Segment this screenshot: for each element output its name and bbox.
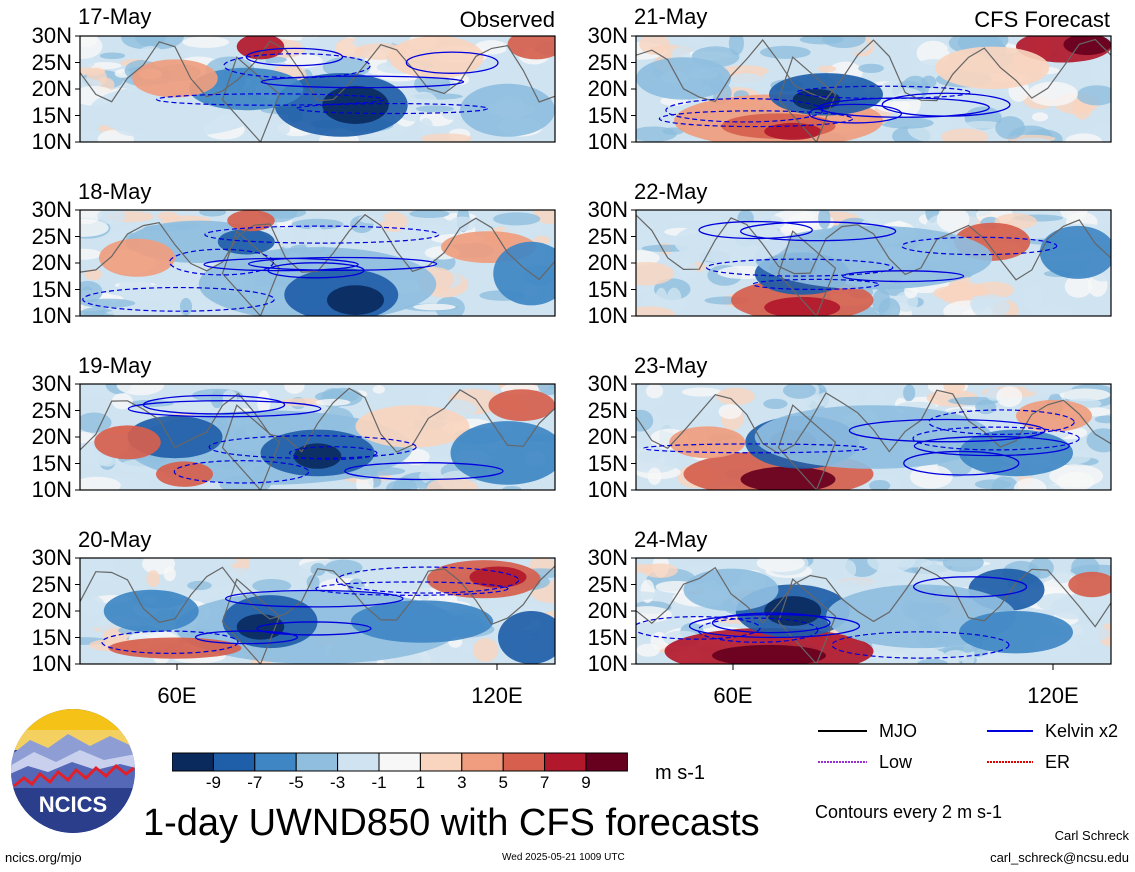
colorbar-tick-label: 7: [539, 773, 550, 792]
legend-label-mjo: MJO: [879, 721, 917, 741]
lat-label: 15N: [31, 624, 72, 650]
lat-label: 25N: [587, 49, 628, 75]
lat-label: 25N: [587, 397, 628, 423]
lat-label: 10N: [587, 129, 628, 154]
lat-label: 15N: [31, 450, 72, 476]
colorbar-tick-label: 1: [415, 773, 426, 792]
figure-title: 1-day UWND850 with CFS forecasts: [143, 802, 760, 844]
lat-label: 30N: [587, 371, 628, 396]
colorbar-swatch: [544, 752, 587, 772]
panel-date: 22-May: [634, 179, 708, 204]
colorbar-swatch: [585, 752, 628, 772]
contour-note: Contours every 2 m s-1: [815, 802, 1003, 822]
panel-label-forecast: CFS Forecast: [974, 7, 1110, 32]
lat-label: 20N: [31, 76, 72, 101]
colorbar-tick-label: 5: [498, 773, 508, 792]
lat-label: 10N: [587, 477, 628, 502]
lat-label: 30N: [587, 545, 628, 570]
colorbar-swatch: [378, 752, 421, 772]
lat-label: 30N: [31, 23, 72, 48]
lon-label: 120E: [1027, 683, 1079, 708]
panel-date: 18-May: [78, 179, 152, 204]
lat-label: 25N: [587, 223, 628, 249]
colorbar-swatch: [212, 752, 256, 772]
panel-date: 23-May: [634, 353, 708, 378]
colorbar-swatch: [502, 752, 546, 772]
footer-author: Carl Schreck: [1054, 828, 1129, 843]
lat-label: 20N: [31, 598, 72, 623]
map-panel: [80, 210, 555, 316]
legend-label-low: Low: [879, 752, 913, 772]
lon-label: 60E: [713, 683, 753, 708]
colorbar-tick-label: -7: [247, 773, 263, 792]
panel-date: 19-May: [78, 353, 152, 378]
footer-url[interactable]: ncics.org/mjo: [5, 850, 82, 865]
panel-date: 24-May: [634, 527, 708, 552]
lat-label: 10N: [31, 477, 72, 502]
legend-label-kelvin: Kelvin x2: [1045, 721, 1119, 741]
lat-label: 10N: [31, 651, 72, 676]
lat-label: 25N: [587, 571, 628, 597]
map-panel: [80, 384, 555, 490]
lat-label: 10N: [31, 303, 72, 328]
lat-label: 30N: [31, 371, 72, 396]
legend-label-er: ER: [1045, 752, 1071, 772]
colorbar-swatch: [295, 752, 339, 772]
colorbar-unit: m s-1: [655, 762, 705, 784]
map-panel: [80, 36, 555, 142]
lat-label: 20N: [587, 424, 628, 449]
colorbar-tick-label: -9: [205, 773, 221, 792]
lat-label: 30N: [587, 23, 628, 48]
ncics-logo: NCICS: [11, 709, 135, 833]
colorbar-swatch: [172, 752, 214, 772]
lat-label: 15N: [587, 276, 628, 302]
lat-label: 25N: [31, 223, 72, 249]
colorbar-swatch: [461, 752, 504, 772]
footer-timestamp: Wed 2025-05-21 1009 UTC: [502, 852, 625, 863]
legend-swatches: [818, 730, 1033, 763]
colorbar-tick-label: -5: [288, 773, 304, 792]
lat-label: 10N: [31, 129, 72, 154]
colorbar-swatch: [419, 752, 463, 772]
lon-label: 60E: [157, 683, 197, 708]
lat-label: 20N: [587, 250, 628, 275]
colorbar-swatch: [337, 752, 380, 772]
colorbar-tick-label: 9: [581, 773, 591, 792]
lat-label: 10N: [587, 651, 628, 676]
logo-text: NCICS: [39, 792, 107, 817]
lat-label: 30N: [31, 197, 72, 222]
colorbar-tick-label: -1: [371, 773, 387, 792]
lat-label: 20N: [587, 76, 628, 101]
lat-label: 15N: [31, 276, 72, 302]
lat-label: 20N: [587, 598, 628, 623]
map-panel: [636, 36, 1111, 142]
colorbar-tick-label: 3: [457, 773, 467, 792]
lat-label: 20N: [31, 424, 72, 449]
lat-label: 30N: [587, 197, 628, 222]
map-panel: [636, 558, 1111, 664]
footer-email[interactable]: carl_schreck@ncsu.edu: [990, 850, 1129, 865]
map-panel: [636, 384, 1111, 490]
lon-label: 120E: [471, 683, 523, 708]
panel-date: 17-May: [78, 4, 152, 29]
panel-date: 20-May: [78, 527, 152, 552]
lat-label: 15N: [587, 624, 628, 650]
colorbar-tick-label: -3: [330, 773, 346, 792]
lat-label: 25N: [31, 397, 72, 423]
lat-label: 20N: [31, 250, 72, 275]
lat-label: 15N: [587, 102, 628, 128]
panel-label-observed: Observed: [459, 7, 555, 32]
lat-label: 10N: [587, 303, 628, 328]
lat-label: 25N: [31, 571, 72, 597]
colorbar: [172, 752, 628, 772]
lat-label: 30N: [31, 545, 72, 570]
lat-label: 25N: [31, 49, 72, 75]
colorbar-swatch: [254, 752, 297, 772]
panel-date: 21-May: [634, 4, 708, 29]
lat-label: 15N: [587, 450, 628, 476]
map-panel: [80, 558, 555, 664]
map-panel: [636, 210, 1111, 316]
lat-label: 15N: [31, 102, 72, 128]
